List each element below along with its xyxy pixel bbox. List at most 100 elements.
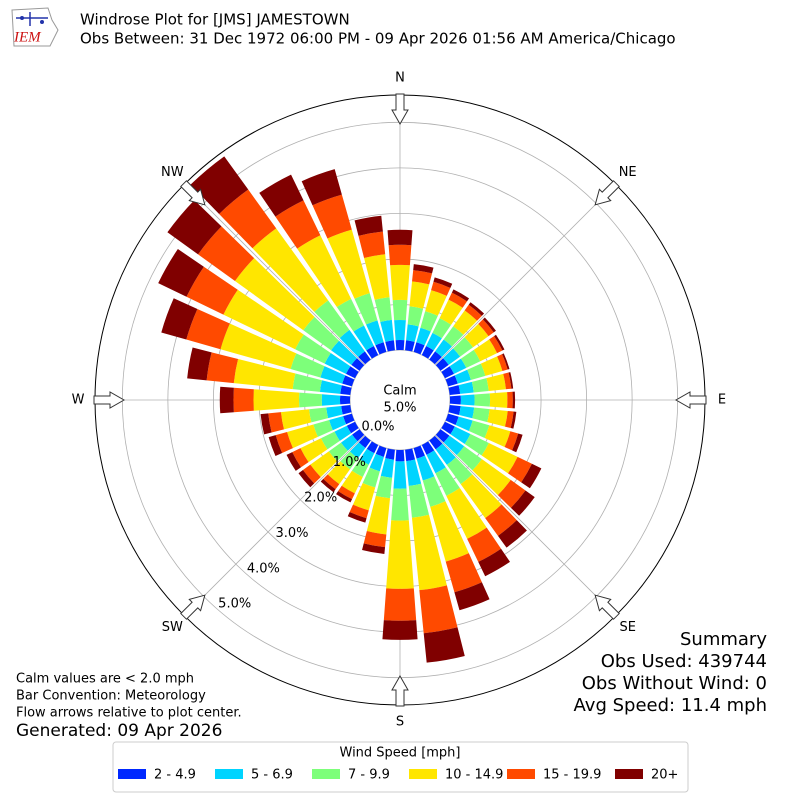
bar-segment [489, 392, 508, 408]
bar-segment [161, 298, 198, 340]
bar-segment [383, 588, 417, 621]
bar-segment [449, 358, 467, 374]
bar-segment [486, 373, 506, 391]
direction-label: E [718, 393, 726, 408]
generated: Generated: 09 Apr 2026 [16, 721, 222, 741]
bar-segment [331, 340, 357, 365]
bar-segment [467, 363, 486, 380]
bar-segment [354, 293, 378, 325]
bar-segment [494, 334, 505, 351]
bar-segment [375, 342, 387, 355]
bar-segment [300, 438, 328, 463]
bar-segment [303, 316, 340, 351]
bar-segment [435, 358, 449, 371]
bar-segment [420, 311, 438, 332]
bar-segment [206, 352, 239, 384]
bar-segment [468, 302, 485, 316]
bar-segment [406, 324, 419, 342]
direction-label: W [72, 393, 85, 408]
bar-segment [219, 189, 277, 249]
bar-segment [458, 381, 474, 394]
bar-segment [512, 391, 516, 409]
bar-segment [435, 467, 460, 496]
bar-segment [295, 334, 331, 364]
bar-segment [504, 431, 519, 451]
bar-segment [487, 409, 508, 427]
bar-segment [364, 254, 390, 300]
bar-segment [297, 235, 352, 308]
bar-segment [508, 456, 532, 483]
legend: 2 - 4.9 5 - 6.9 7 - 9.9 10 - 14.9 15 - 19.9 2… [118, 768, 678, 783]
bar-segment [380, 319, 394, 342]
bar-segment [387, 229, 413, 246]
bar-segment [510, 490, 535, 516]
bar-segment [329, 416, 347, 431]
bar-segment [280, 409, 312, 430]
bar-segment [312, 194, 352, 239]
calm-value: 5.0% [383, 401, 416, 416]
ring-label: 4.0% [247, 561, 280, 576]
legend-swatch [118, 769, 146, 779]
bar-segment [186, 308, 230, 350]
bar-segment [445, 375, 458, 387]
bar-segment [187, 347, 212, 381]
bar-segment [435, 339, 453, 357]
logo: IEM [11, 7, 59, 47]
bar-segment [340, 434, 358, 451]
bar-segment [446, 457, 473, 485]
bar-segment [443, 348, 461, 365]
bar-segment [507, 391, 513, 409]
bar-segment [287, 424, 318, 449]
bar-segment [292, 373, 322, 392]
bars [158, 156, 542, 663]
flow-arrow [93, 391, 126, 409]
bar-segment [394, 319, 406, 341]
bar-segment [471, 378, 489, 393]
bar-segment [480, 356, 503, 376]
bar-segment [366, 495, 391, 535]
bar-segment [234, 258, 315, 331]
bar-segment [358, 231, 386, 258]
legend-swatch [507, 769, 535, 779]
bar-segment [419, 585, 458, 634]
bar-segment [510, 411, 517, 429]
ring-label: 0.0% [361, 420, 394, 435]
bar-segment [450, 426, 471, 444]
bar-segment [512, 433, 523, 453]
bar-segment [342, 375, 355, 387]
bar-segment [435, 443, 456, 465]
bar-segment [431, 281, 451, 296]
bar-segment [443, 326, 464, 347]
bar-segment [363, 531, 387, 548]
bar-segment [454, 582, 490, 611]
bar-segment [406, 459, 422, 486]
summary: Obs Used: 439744 [601, 651, 767, 672]
grid-spoke [435, 184, 616, 365]
bar-segment [219, 386, 234, 414]
bar-segment [413, 445, 425, 459]
note: Flow arrows relative to plot center. [16, 706, 242, 721]
bar-segment [472, 407, 490, 423]
labels: 0.0% 1.0% 2.0% 3.0% 4.0% 5.0% N NE E SE S SW W NW [72, 71, 727, 730]
bar-segment [324, 352, 351, 374]
note: Calm values are < 2.0 mph [16, 672, 194, 687]
bar-segment [390, 264, 410, 301]
bar-segment [459, 406, 475, 419]
bar-segment [341, 405, 352, 415]
bar-segment [439, 299, 463, 325]
bar-segment [464, 304, 482, 321]
bar-segment [260, 413, 272, 435]
bar-segment [421, 441, 435, 455]
bar-segment [366, 441, 379, 454]
flow-arrow [180, 180, 206, 206]
bar-segment [223, 289, 304, 350]
bar-segment [190, 156, 249, 214]
legend-swatch [409, 769, 437, 779]
bar-segment [334, 425, 352, 441]
bar-segment [446, 488, 487, 539]
bar-segment [326, 405, 343, 419]
bar-segment [385, 448, 395, 460]
bar-segment [497, 479, 526, 508]
bar-segment [413, 342, 425, 355]
